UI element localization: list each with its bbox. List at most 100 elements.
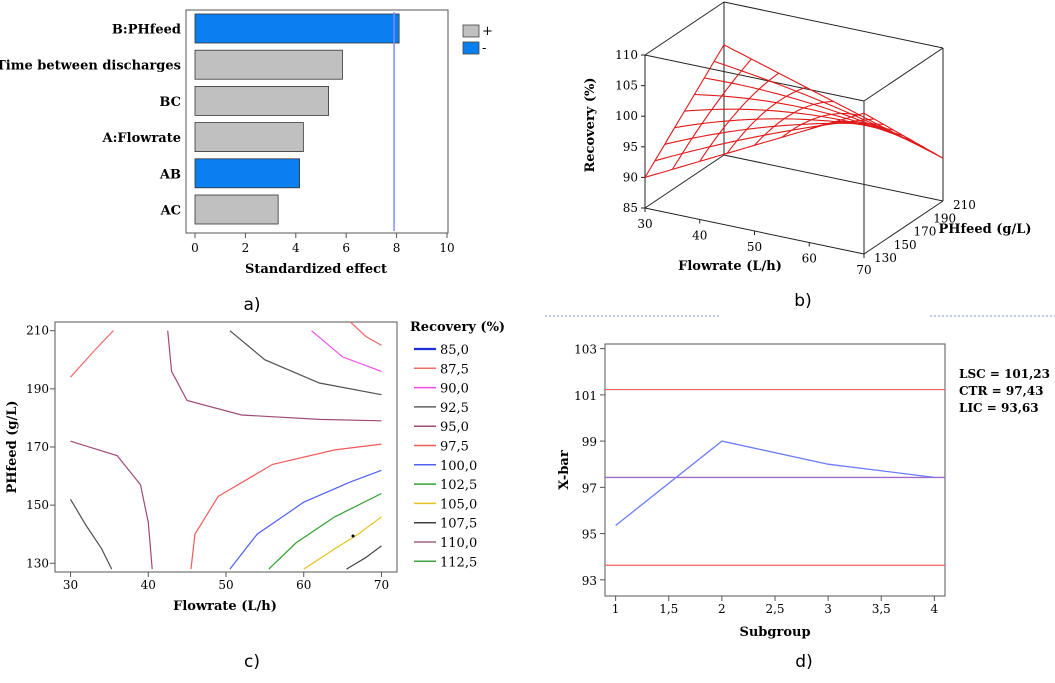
contour-x-tick-label: 50 [218, 578, 233, 592]
panel-c-contour-chart: 30 40 50 60 70 130 150 170 190 210 Flowrate (L/h)… [5, 320, 505, 614]
contour-line [69, 498, 113, 570]
contour-legend-label: 90,0 [440, 382, 469, 397]
pareto-bar [194, 49, 343, 80]
contour-legend-title: Recovery (%) [410, 320, 505, 335]
contour-line [70, 440, 153, 570]
legend-swatch-positive [462, 24, 480, 38]
contour-line [346, 545, 382, 570]
contour-x-axis-label: Flowrate (L/h) [173, 599, 277, 614]
surface-box-edge [863, 47, 944, 102]
pareto-bar [194, 158, 300, 189]
contour-x-tick-label: 60 [296, 578, 311, 592]
pareto-x-tick-label: 4 [292, 241, 300, 255]
surface-y-tick-label: 210 [953, 198, 976, 212]
surface-y-tick-label: 150 [894, 238, 917, 252]
contour-line [303, 516, 382, 570]
contour-y-tick-label: 210 [26, 324, 49, 338]
pareto-category-label: BC [159, 95, 181, 110]
panel-d-control-chart: 1 1,5 2 2,5 3 3,5 4 93 95 97 99 101 103 Subgroup X-b… [557, 343, 1050, 640]
panel-label-a: a) [243, 295, 260, 315]
contour-line [349, 321, 382, 346]
pareto-category-label: B:PHfeed [112, 23, 181, 38]
surface-z-axis-label: Recovery (%) [583, 77, 598, 172]
surface-box-edge [644, 54, 865, 102]
control-x-tick-label: 3,5 [872, 602, 891, 616]
legend-label-negative: - [482, 41, 486, 56]
control-x-axis-label: Subgroup [739, 625, 810, 640]
contour-legend-label: 107,5 [440, 517, 477, 532]
control-x-tick-label: 2 [718, 602, 726, 616]
surface-box-edge [644, 1, 725, 56]
pareto-x-tick-label: 10 [439, 241, 454, 255]
contour-x-tick-label: 70 [374, 578, 389, 592]
contour-legend-label: 87,5 [440, 362, 469, 377]
pareto-category-label: AC [160, 204, 181, 219]
surface-z-tick-label: 95 [623, 140, 638, 154]
surface-grid-line [781, 112, 862, 138]
surface-box-edge [863, 200, 944, 255]
surface-bounding-box [644, 1, 944, 255]
xbar-series-line [615, 440, 935, 527]
surface-x-tick-label: 50 [747, 240, 762, 254]
contour-lines [69, 321, 382, 570]
surface-y-tick-label: 190 [933, 211, 956, 225]
contour-legend-label: 92,5 [440, 401, 469, 416]
control-limit-label-lsc: LSC = 101,23 [959, 367, 1050, 381]
contour-line [268, 492, 382, 570]
pareto-bar [194, 122, 304, 152]
pareto-plot-frame [185, 9, 449, 234]
surface-x-tick-label: 70 [856, 263, 871, 277]
control-x-tick-label: 3 [824, 602, 832, 616]
contour-legend-label: 100,0 [440, 459, 477, 474]
control-limit-label-lic: LIC = 93,63 [959, 401, 1039, 415]
surface-mesh [644, 44, 944, 178]
contour-y-tick-label: 170 [26, 440, 49, 454]
surface-z-tick-label: 110 [615, 48, 638, 62]
contour-legend-label: 85,0 [440, 343, 469, 358]
pareto-category-label: AB [159, 167, 181, 182]
contour-y-tick-label: 190 [26, 382, 49, 396]
pareto-x-tick-label: 0 [191, 241, 199, 255]
legend-label-positive: + [482, 24, 493, 39]
pareto-bar [194, 86, 329, 116]
legend-swatch-negative [462, 41, 480, 55]
contour-line [167, 330, 382, 422]
panel-label-b: b) [794, 291, 811, 311]
surface-box-edge [723, 154, 944, 202]
surface-z-tick-label: 105 [615, 79, 638, 93]
contour-legend: 85,0 87,5 90,0 92,5 95,0 97,5 100,0 102,5 105,0 1… [414, 343, 477, 570]
control-x-tick-label: 1,5 [659, 602, 678, 616]
surface-y-axis-label: PHfeed (g/L) [938, 222, 1031, 237]
control-y-tick-label: 93 [582, 574, 597, 588]
surface-box-edge [723, 1, 944, 49]
control-y-tick-label: 101 [574, 389, 597, 403]
contour-line [70, 330, 114, 378]
surface-x-axis-label: Flowrate (L/h) [678, 259, 782, 274]
contour-plot-frame [54, 321, 398, 573]
contour-y-tick-label: 130 [26, 556, 49, 570]
contour-line [229, 330, 382, 396]
surface-x-tick-label: 30 [637, 217, 652, 231]
contour-point-marker [351, 534, 355, 538]
pareto-category-label: Time between discharges [0, 59, 181, 74]
surface-grid-line [723, 44, 944, 159]
contour-legend-label: 95,0 [440, 420, 469, 435]
panel-label-c: c) [244, 652, 260, 672]
contour-legend-label: 102,5 [440, 478, 477, 493]
control-x-tick-label: 1 [612, 602, 620, 616]
surface-x-tick-label: 40 [692, 229, 707, 243]
control-y-tick-label: 99 [582, 435, 597, 449]
surface-y-tick-label: 130 [874, 251, 897, 265]
surface-grid-line [699, 72, 780, 162]
surface-z-tick-label: 90 [623, 170, 638, 184]
pareto-bar [194, 194, 279, 225]
surface-x-tick-label: 60 [802, 252, 817, 266]
surface-box-edge [644, 154, 725, 209]
contour-line [190, 443, 382, 570]
panel-a-pareto-chart: B:PHfeed Time between discharges BC A:Flowr… [0, 9, 493, 277]
control-x-tick-label: 4 [931, 602, 939, 616]
contour-legend-label: 110,0 [440, 536, 477, 551]
pareto-x-axis-label: Standardized effect [245, 262, 387, 277]
